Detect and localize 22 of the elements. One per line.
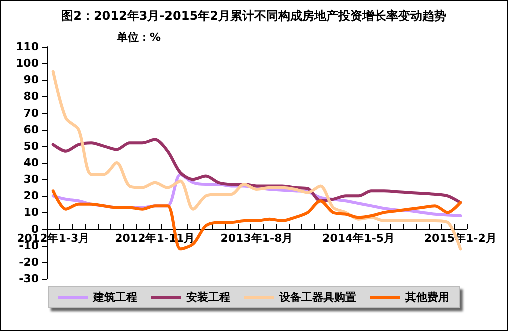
x-tick-label: 2013年1-8月 [220, 232, 294, 245]
y-tick-label: 70 [24, 106, 40, 120]
x-tick-label: 2014年1-5月 [322, 232, 396, 245]
y-tick-label: 60 [24, 123, 40, 136]
y-tick-label: 80 [24, 90, 40, 104]
y-axis-title: 单位：% [116, 31, 162, 44]
chart-title: 图2：2012年3月-2015年2月累计不同构成房地产投资增长率变动趋势 [62, 9, 446, 23]
y-tick-label: 100 [16, 57, 40, 70]
legend-label: 安装工程 [186, 291, 230, 304]
y-tick-label: -20 [19, 256, 40, 269]
y-tick-label: 20 [24, 190, 40, 203]
legend-label: 设备工器具购置 [278, 291, 356, 304]
y-tick-label: 110 [16, 40, 40, 54]
y-tick-label: 10 [24, 206, 40, 220]
y-tick-label: 50 [24, 140, 40, 153]
line-series [52, 138, 462, 204]
y-tick-label: -30 [19, 272, 40, 286]
legend-label: 其他费用 [404, 291, 450, 304]
legend-label: 建筑工程 [92, 291, 138, 304]
y-tick-label: 40 [24, 156, 40, 170]
y-tick-label: 90 [24, 74, 40, 87]
y-tick-label: 30 [24, 173, 40, 186]
